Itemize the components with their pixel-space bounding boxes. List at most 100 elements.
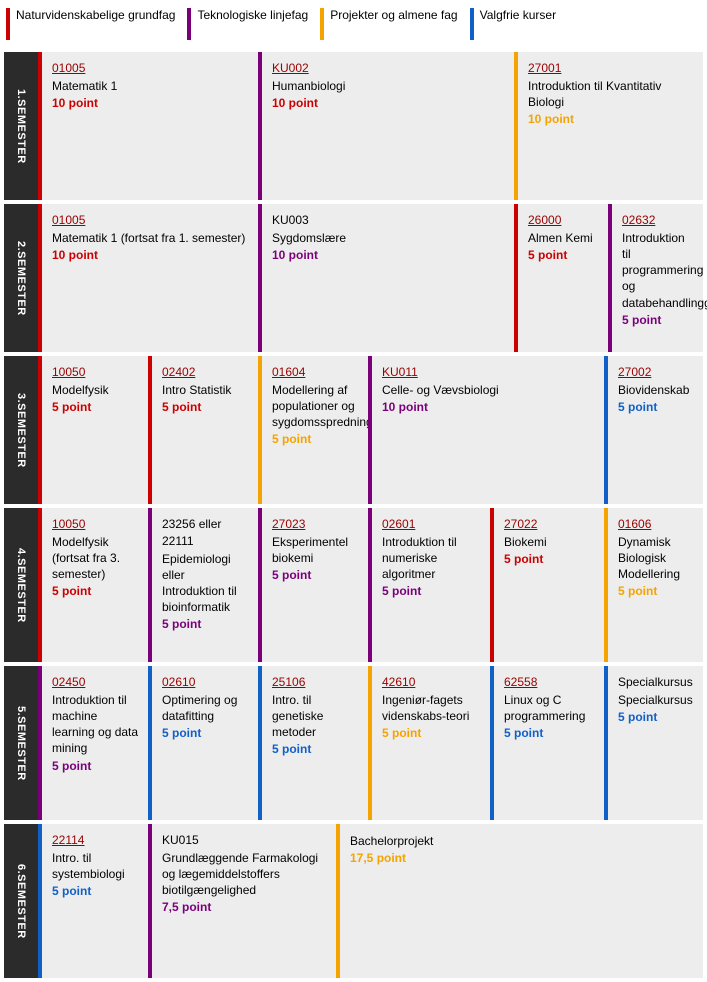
cells: 02450Introduktion til machine learning o… (38, 666, 704, 820)
course-code[interactable]: KU002 (272, 60, 506, 77)
curriculum-grid: 1.SEMESTER01005Matematik 110 pointKU002H… (0, 48, 707, 982)
course-code[interactable]: 02632 (622, 212, 696, 229)
course-code: Specialkursus (618, 674, 696, 691)
course-cell: 10050Modelfysik 5 point (38, 356, 148, 504)
course-cell: KU002Humanbiologi 10 point (258, 52, 514, 200)
course-cell: 27001Introduktion til Kvantitativ Biolog… (514, 52, 704, 200)
semester-row: 6.SEMESTER 22114Intro. til systembiologi 5… (4, 824, 703, 978)
course-code[interactable]: 26000 (528, 212, 600, 229)
course-title: Ingeniør-fagets videnskabs-teori (382, 692, 482, 724)
legend-bar (187, 8, 191, 40)
course-code[interactable]: 01606 (618, 516, 696, 533)
legend-label: Naturvidenskabelige grundfag (16, 8, 175, 24)
course-code[interactable]: 27023 (272, 516, 360, 533)
course-points: 10 point (382, 400, 596, 414)
course-cell: 01604Modellering af populationer og sygd… (258, 356, 368, 504)
course-title: Intro. til genetiske metoder (272, 692, 360, 741)
course-title: Introduktion til programmering og databe… (622, 230, 696, 311)
course-cell: 27002Biovidenskab5 point (604, 356, 704, 504)
legend-bar (470, 8, 474, 40)
course-cell: SpecialkursusSpecialkursus 5 point (604, 666, 704, 820)
course-points: 17,5 point (350, 851, 696, 865)
semester-row: 3.SEMESTER10050Modelfysik5 point02402Int… (4, 356, 703, 504)
course-code: KU015 (162, 832, 328, 849)
course-cell: 25106Intro. til genetiske metoder5 point (258, 666, 368, 820)
course-title: Biovidenskab (618, 382, 696, 398)
course-title: Epidemiologi eller Introduktion til bioi… (162, 551, 250, 616)
course-title: Introduktion til Kvantitativ Biologi (528, 78, 696, 110)
course-cell: 23256 eller 22111Epidemiologi eller Intr… (148, 508, 258, 662)
course-points: 10 point (52, 248, 250, 262)
course-cell: 22114Intro. til systembiologi 5 point (38, 824, 148, 978)
course-points: 5 point (52, 400, 140, 414)
course-title: Bachelorprojekt (350, 833, 696, 849)
course-points: 5 point (382, 584, 482, 598)
semester-row: 5.SEMESTER02450Introduktion til machine … (4, 666, 703, 820)
course-code[interactable]: 27022 (504, 516, 596, 533)
course-cell: 27023Eksperimentel biokemi 5 point (258, 508, 368, 662)
course-points: 5 point (504, 726, 596, 740)
course-points: 10 point (272, 96, 506, 110)
course-title: Modelfysik (52, 382, 140, 398)
course-cell: 01606Dynamisk Biologisk Modellering5 poi… (604, 508, 704, 662)
course-code[interactable]: 22114 (52, 832, 140, 849)
course-points: 5 point (618, 710, 696, 724)
course-title: Specialkursus (618, 692, 696, 708)
legend-item: Projekter og almene fag (320, 8, 457, 40)
legend-bar (320, 8, 324, 40)
legend-label: Projekter og almene fag (330, 8, 457, 24)
course-code[interactable]: 02402 (162, 364, 250, 381)
course-title: Dynamisk Biologisk Modellering (618, 534, 696, 583)
course-cell: KU011Celle- og Vævsbiologi10 point (368, 356, 604, 504)
semester-row: 4.SEMESTER10050Modelfysik (fortsat fra 3… (4, 508, 703, 662)
course-title: Grundlæggende Farmakologi og lægemiddels… (162, 850, 328, 899)
semester-label: 1.SEMESTER (4, 52, 38, 200)
course-cell: 01005Matematik 1 10 point (38, 52, 258, 200)
course-code[interactable]: 27002 (618, 364, 696, 381)
course-points: 10 point (52, 96, 250, 110)
course-points: 10 point (272, 248, 506, 262)
course-points: 5 point (272, 432, 360, 446)
course-points: 5 point (528, 248, 600, 262)
course-title: Linux og C programmering (504, 692, 596, 724)
course-cell: 42610Ingeniør-fagets videnskabs-teori5 p… (368, 666, 490, 820)
course-title: Sygdomslære (272, 230, 506, 246)
course-points: 5 point (622, 313, 696, 327)
course-cell: 62558Linux og C programmering 5 point (490, 666, 604, 820)
course-title: Optimering og datafitting (162, 692, 250, 724)
course-title: Intro. til systembiologi (52, 850, 140, 882)
course-code[interactable]: 01604 (272, 364, 360, 381)
course-code[interactable]: 27001 (528, 60, 696, 77)
course-code[interactable]: 02450 (52, 674, 140, 691)
course-points: 5 point (272, 568, 360, 582)
course-code[interactable]: 10050 (52, 364, 140, 381)
course-points: 5 point (52, 884, 140, 898)
course-code[interactable]: 62558 (504, 674, 596, 691)
course-code[interactable]: 10050 (52, 516, 140, 533)
course-code: KU003 (272, 212, 506, 229)
course-title: Almen Kemi (528, 230, 600, 246)
course-title: Matematik 1 (fortsat fra 1. semester) (52, 230, 250, 246)
course-code[interactable]: 25106 (272, 674, 360, 691)
course-code[interactable]: 02601 (382, 516, 482, 533)
cells: 01005Matematik 110 pointKU002Humanbiolog… (38, 52, 704, 200)
legend-bar (6, 8, 10, 40)
course-cell: 10050Modelfysik (fortsat fra 3. semester… (38, 508, 148, 662)
course-cell: 02610Optimering og datafitting 5 point (148, 666, 258, 820)
course-code[interactable]: 42610 (382, 674, 482, 691)
course-title: Humanbiologi (272, 78, 506, 94)
course-title: Eksperimentel biokemi (272, 534, 360, 566)
semester-label: 6.SEMESTER (4, 824, 38, 978)
course-points: 5 point (162, 726, 250, 740)
course-title: Matematik 1 (52, 78, 250, 94)
course-code[interactable]: 01005 (52, 212, 250, 229)
course-title: Modelfysik (fortsat fra 3. semester) (52, 534, 140, 583)
course-cell: KU003Sygdomslære 10 point (258, 204, 514, 352)
course-cell: Bachelorprojekt 17,5 point (336, 824, 704, 978)
course-code[interactable]: 02610 (162, 674, 250, 691)
course-cell: 26000Almen Kemi 5 point (514, 204, 608, 352)
course-code[interactable]: KU011 (382, 364, 596, 381)
course-cell: 02601Introduktion til numeriske algoritm… (368, 508, 490, 662)
course-cell: KU015Grundlæggende Farmakologi og lægemi… (148, 824, 336, 978)
course-code[interactable]: 01005 (52, 60, 250, 77)
